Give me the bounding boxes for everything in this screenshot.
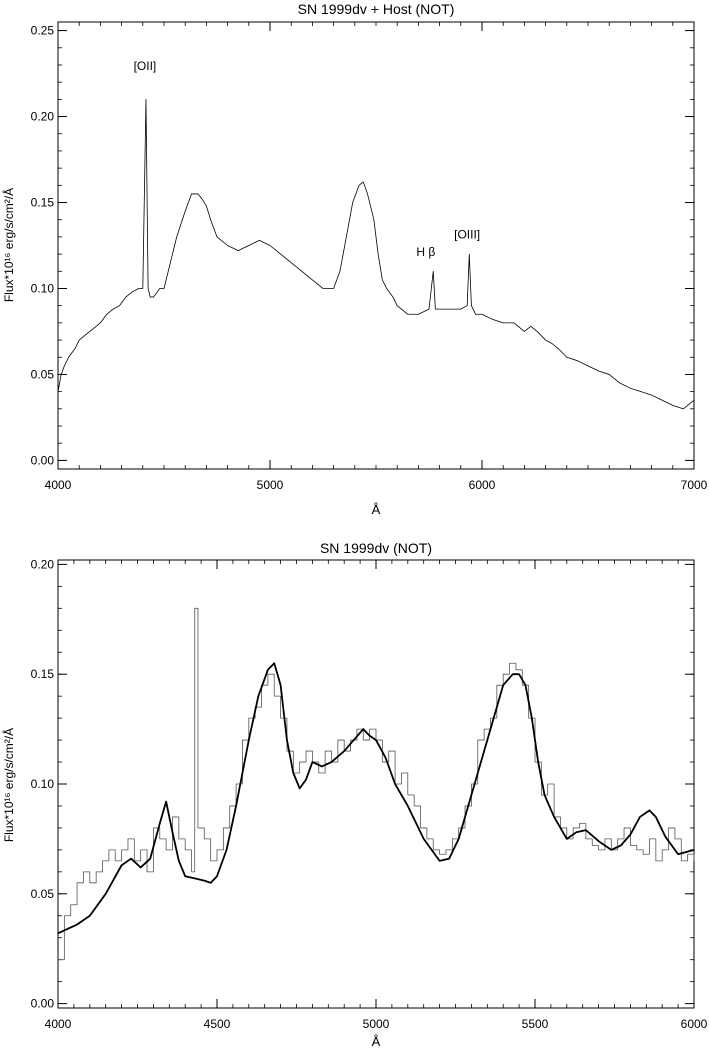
bottom-y-axis-label: Flux*10¹⁶ erg/s/cm²/Å xyxy=(1,728,16,842)
bottom-chart-panel: SN 1999dv (NOT) 4000 4500 5000 5500 6000 0.00… xyxy=(1,540,708,1049)
bottom-y-tick-label: 0.20 xyxy=(31,557,55,571)
bottom-x-tick-label: 4000 xyxy=(45,1017,72,1031)
top-x-axis-label: Å xyxy=(372,502,381,517)
bottom-axis-ticks: 4000 4500 5000 5500 6000 0.00 0.05 0.10 0.15 0.20 xyxy=(31,557,708,1031)
top-chart-panel: SN 1999dv + Host (NOT) 4000 5000 6000 7000 0… xyxy=(1,1,708,517)
bottom-y-tick-label: 0.15 xyxy=(31,667,55,681)
top-y-tick-label: 0.25 xyxy=(31,24,55,38)
top-x-tick-label: 7000 xyxy=(681,478,708,492)
bottom-x-tick-label: 6000 xyxy=(681,1017,708,1031)
top-axis-ticks: 4000 5000 6000 7000 0.00 0.05 0.10 0.15 0.20 0.25 xyxy=(31,22,708,492)
bottom-x-axis-label: Å xyxy=(372,1034,381,1049)
top-y-axis-label: Flux*10¹⁶ erg/s/cm²/Å xyxy=(1,188,16,302)
top-annotation-label: [OIII] xyxy=(454,228,480,242)
top-x-tick-label: 4000 xyxy=(45,478,72,492)
top-y-tick-label: 0.05 xyxy=(31,367,55,381)
top-series-line-0 xyxy=(57,98,695,410)
top-y-tick-label: 0.20 xyxy=(31,110,55,124)
bottom-x-tick-label: 4500 xyxy=(204,1017,231,1031)
bottom-y-tick-label: 0.10 xyxy=(31,777,55,791)
top-annotations: [OII] H β [OIII] xyxy=(134,59,481,259)
top-annotation-label: [OII] xyxy=(134,59,157,73)
bottom-plot-frame xyxy=(57,559,695,1009)
top-plot-frame xyxy=(57,21,695,470)
top-annotation-label: H β xyxy=(416,245,435,259)
top-y-tick-label: 0.00 xyxy=(31,453,55,467)
top-chart-title: SN 1999dv + Host (NOT) xyxy=(298,1,455,17)
top-x-tick-label: 6000 xyxy=(469,478,496,492)
top-series-group xyxy=(57,98,695,410)
top-y-tick-label: 0.15 xyxy=(31,196,55,210)
top-x-tick-label: 5000 xyxy=(257,478,284,492)
bottom-x-tick-label: 5000 xyxy=(363,1017,390,1031)
bottom-y-tick-label: 0.00 xyxy=(31,997,55,1011)
bottom-series-group xyxy=(57,607,695,961)
bottom-series-line-1 xyxy=(57,662,695,935)
bottom-chart-title: SN 1999dv (NOT) xyxy=(320,540,432,556)
top-y-tick-label: 0.10 xyxy=(31,281,55,295)
bottom-y-tick-label: 0.05 xyxy=(31,887,55,901)
bottom-x-tick-label: 5500 xyxy=(522,1017,549,1031)
bottom-series-line-0 xyxy=(58,607,695,961)
